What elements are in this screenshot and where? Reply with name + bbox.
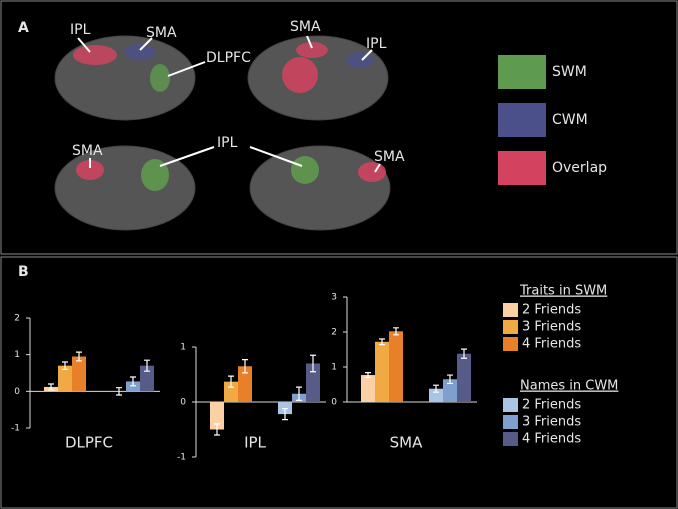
y-tick-label: 0	[14, 387, 20, 397]
y-tick-label: 1	[331, 363, 337, 373]
brain	[54, 35, 196, 121]
blob	[346, 52, 374, 68]
legend-swatch	[498, 151, 546, 185]
bar	[443, 379, 457, 402]
error-bar	[379, 338, 385, 346]
bar	[361, 375, 375, 402]
error-bar	[116, 387, 122, 396]
legend-swatch	[498, 55, 546, 89]
legend-swatch	[503, 337, 518, 351]
region-label: DLPFC	[206, 50, 251, 66]
bar	[457, 353, 471, 402]
y-tick-label: 2	[14, 314, 20, 324]
pointer	[167, 61, 206, 77]
error-bar	[242, 359, 248, 374]
bar	[238, 366, 252, 402]
error-bar	[130, 376, 136, 387]
error-bar	[296, 386, 302, 401]
blob	[282, 57, 318, 93]
error-bar	[433, 384, 439, 393]
region-label: SMA	[72, 143, 103, 159]
brain	[249, 145, 391, 231]
pointer	[77, 37, 91, 53]
region-label: SMA	[374, 149, 405, 165]
y-tick-label: -1	[177, 453, 186, 463]
error-bar	[214, 423, 220, 436]
error-bar	[447, 374, 453, 385]
legend-label: CWM	[552, 112, 588, 128]
legend-swatch	[503, 415, 518, 429]
legend-swatch	[503, 303, 518, 317]
legend-swatch	[498, 103, 546, 137]
legend-label: Overlap	[552, 160, 607, 176]
region-label: IPL	[70, 22, 91, 38]
bar	[72, 356, 86, 392]
pointer	[159, 146, 215, 167]
legend-title: Names in CWM	[520, 379, 618, 394]
region-label: IPL	[366, 36, 387, 52]
error-bar	[282, 408, 288, 421]
error-bar	[365, 372, 371, 379]
bar	[140, 365, 154, 392]
legend-swatch	[503, 432, 518, 446]
chart-title: IPL	[244, 434, 266, 452]
blob	[296, 42, 328, 58]
legend-label: 3 Friends	[522, 320, 581, 335]
legend-label: 4 Friends	[522, 337, 581, 352]
blob	[76, 160, 104, 180]
blob	[141, 159, 169, 191]
blob	[358, 162, 386, 182]
bar	[429, 388, 443, 402]
chart-title: DLPFC	[65, 434, 113, 452]
legend-swatch	[503, 398, 518, 412]
pointer	[139, 37, 153, 51]
y-tick-label: 0	[331, 398, 337, 408]
blob	[124, 44, 156, 60]
error-bar	[393, 327, 399, 336]
legend-label: 2 Friends	[522, 303, 581, 318]
blob	[73, 45, 117, 65]
bar	[58, 365, 72, 392]
error-bar	[144, 359, 150, 372]
region-label: SMA	[146, 25, 177, 41]
region-label: SMA	[290, 19, 321, 35]
pointer	[306, 35, 313, 49]
error-bar	[48, 383, 54, 391]
bar	[224, 381, 238, 402]
y-tick-label: 1	[14, 350, 20, 360]
chart-title: SMA	[390, 434, 423, 452]
legend-swatch	[503, 320, 518, 334]
legend-label: 4 Friends	[522, 432, 581, 447]
legend-label: 2 Friends	[522, 398, 581, 413]
error-bar	[310, 354, 316, 373]
y-tick-label: 1	[180, 343, 186, 353]
bar	[389, 331, 403, 402]
region-label: IPL	[217, 135, 238, 151]
y-tick-label: 0	[180, 398, 186, 408]
y-tick-label: 3	[331, 293, 337, 303]
panel-b-frame	[0, 256, 678, 509]
panel-label: A	[18, 20, 29, 36]
blob	[291, 156, 319, 184]
bar	[210, 402, 224, 430]
pointer	[361, 49, 373, 61]
y-tick-label: -1	[11, 424, 20, 434]
error-bar	[228, 375, 234, 388]
bar	[306, 363, 320, 402]
y-tick-label: 2	[331, 328, 337, 338]
panel-label: B	[18, 264, 29, 280]
pointer	[249, 146, 303, 167]
brains: IPL SMA DLPFC SMA IPL SMA IPL SMA	[54, 19, 405, 231]
legend-label: SWM	[552, 64, 587, 80]
error-bar	[76, 351, 82, 362]
blob	[150, 64, 170, 92]
panel-a-frame	[0, 0, 678, 255]
error-bar	[461, 348, 467, 359]
bar	[375, 341, 389, 402]
legend-label: 3 Friends	[522, 415, 581, 430]
legend-title: Traits in SWM	[519, 284, 607, 299]
pointer	[374, 163, 381, 173]
error-bar	[62, 361, 68, 370]
